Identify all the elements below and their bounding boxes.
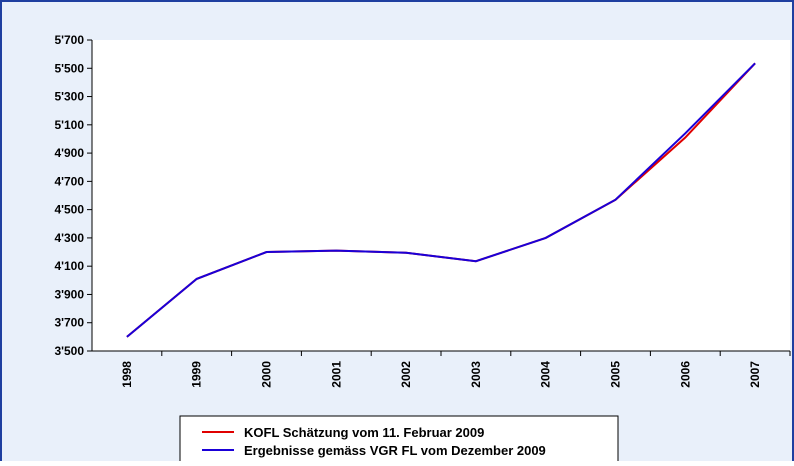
y-tick-label: 4'900 xyxy=(54,146,84,160)
y-tick-label: 4'300 xyxy=(54,231,84,245)
x-tick-label: 2002 xyxy=(399,361,413,388)
x-tick-label: 1998 xyxy=(120,361,134,388)
y-tick-label: 5'700 xyxy=(54,33,84,47)
x-tick-label: 2006 xyxy=(678,361,692,388)
y-tick-label: 4'700 xyxy=(54,174,84,188)
legend-label: KOFL Schätzung vom 11. Februar 2009 xyxy=(244,425,484,440)
x-tick-label: 2000 xyxy=(260,361,274,388)
y-tick-label: 3'500 xyxy=(54,344,84,358)
x-tick-label: 1999 xyxy=(190,361,204,388)
y-tick-label: 5'100 xyxy=(54,118,84,132)
x-tick-label: 2001 xyxy=(329,361,343,388)
y-tick-label: 5'300 xyxy=(54,90,84,104)
x-tick-label: 2007 xyxy=(748,361,762,388)
y-tick-label: 4'100 xyxy=(54,259,84,273)
legend xyxy=(179,415,619,466)
plot-area xyxy=(92,40,790,351)
y-tick-label: 4'500 xyxy=(54,203,84,217)
legend-label: Ergebnisse gemäss VGR FL vom Dezember 20… xyxy=(244,443,546,458)
y-tick-label: 3'900 xyxy=(54,287,84,301)
x-tick-label: 2005 xyxy=(609,361,623,388)
y-tick-label: 5'500 xyxy=(54,61,84,75)
line-series xyxy=(126,62,756,338)
x-tick-label: 2004 xyxy=(539,361,553,388)
x-tick-label: 2003 xyxy=(469,361,483,388)
y-tick-label: 3'700 xyxy=(54,316,84,330)
